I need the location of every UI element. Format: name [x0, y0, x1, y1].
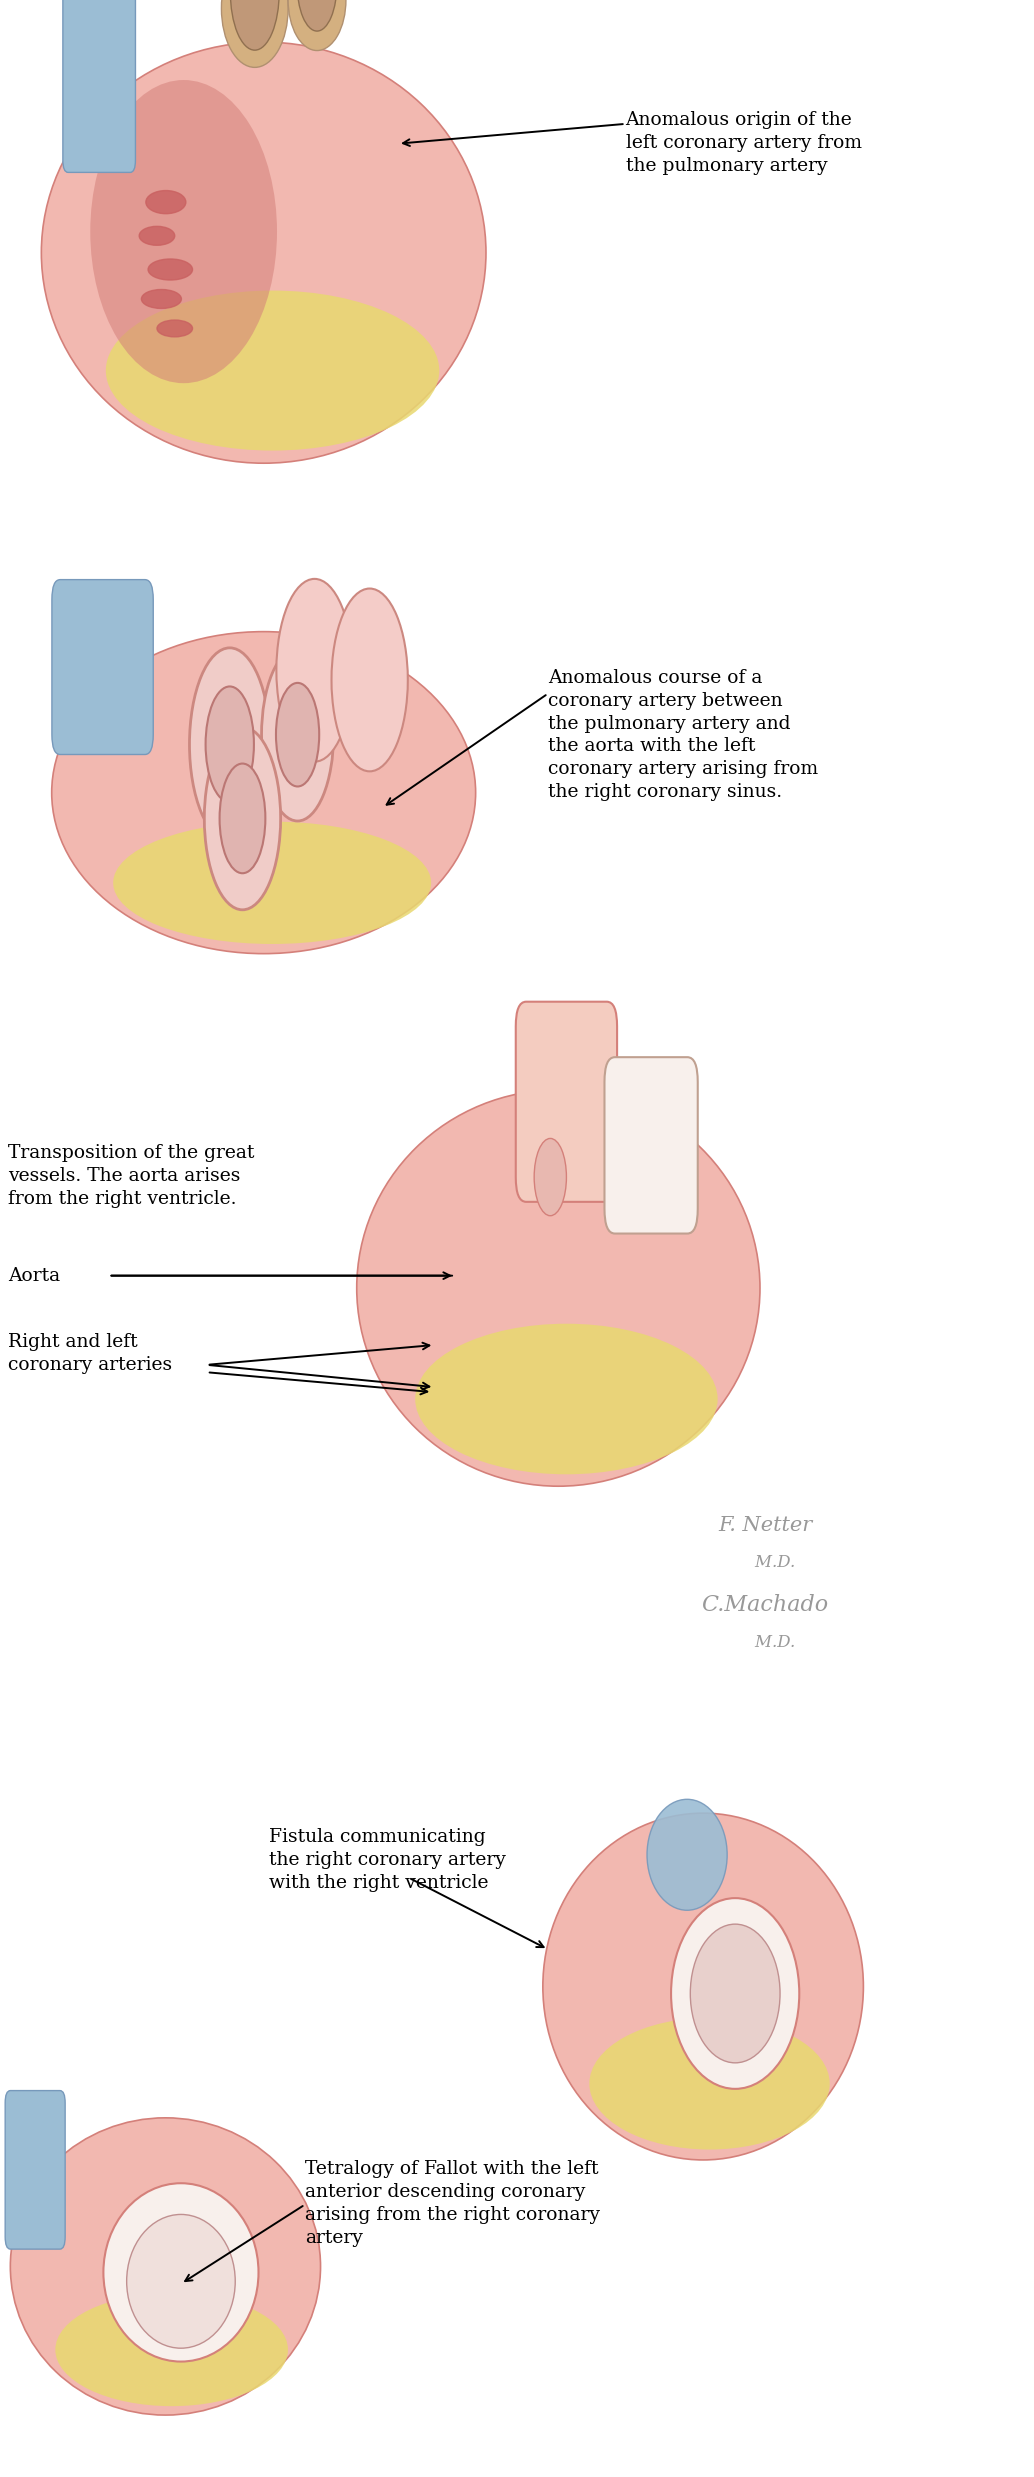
Text: F. Netter: F. Netter: [719, 1516, 813, 1536]
Text: M.D.: M.D.: [734, 1635, 795, 1650]
Text: Tetralogy of Fallot with the left
anterior descending coronary
arising from the : Tetralogy of Fallot with the left anteri…: [305, 2160, 600, 2247]
Text: Transposition of the great
vessels. The aorta arises
from the right ventricle.: Transposition of the great vessels. The …: [8, 1144, 254, 1209]
Circle shape: [219, 763, 266, 874]
Circle shape: [189, 649, 270, 840]
Text: C.Machado: C.Machado: [701, 1595, 828, 1615]
Circle shape: [297, 0, 337, 32]
Ellipse shape: [140, 225, 175, 245]
Ellipse shape: [10, 2118, 321, 2415]
Ellipse shape: [41, 42, 486, 463]
Circle shape: [262, 649, 334, 820]
Text: Aorta: Aorta: [8, 1266, 60, 1286]
FancyBboxPatch shape: [5, 2091, 65, 2249]
Ellipse shape: [105, 290, 439, 451]
Ellipse shape: [90, 79, 277, 384]
Text: M.D.: M.D.: [734, 1556, 795, 1570]
Ellipse shape: [647, 1798, 727, 1910]
Ellipse shape: [113, 822, 431, 944]
Circle shape: [205, 728, 280, 909]
Text: Fistula communicating
the right coronary artery
with the right ventricle: Fistula communicating the right coronary…: [269, 1828, 506, 1892]
Ellipse shape: [157, 320, 192, 337]
Circle shape: [535, 1139, 567, 1216]
FancyBboxPatch shape: [63, 0, 135, 173]
Text: Anomalous origin of the
left coronary artery from
the pulmonary artery: Anomalous origin of the left coronary ar…: [626, 111, 861, 176]
FancyBboxPatch shape: [516, 1001, 617, 1201]
Ellipse shape: [357, 1090, 760, 1486]
Circle shape: [276, 684, 320, 788]
FancyBboxPatch shape: [52, 580, 153, 755]
Text: Right and left
coronary arteries: Right and left coronary arteries: [8, 1333, 173, 1375]
Ellipse shape: [56, 2294, 287, 2405]
Ellipse shape: [148, 260, 192, 280]
Circle shape: [276, 580, 353, 763]
Ellipse shape: [142, 290, 181, 310]
Text: Anomalous course of a
coronary artery between
the pulmonary artery and
the aorta: Anomalous course of a coronary artery be…: [548, 669, 818, 800]
Ellipse shape: [52, 632, 476, 954]
Ellipse shape: [416, 1323, 718, 1474]
Circle shape: [332, 590, 407, 770]
Ellipse shape: [288, 0, 346, 50]
Ellipse shape: [671, 1897, 799, 2088]
FancyBboxPatch shape: [605, 1058, 698, 1234]
Ellipse shape: [103, 2182, 258, 2361]
Ellipse shape: [126, 2214, 236, 2348]
Ellipse shape: [589, 2019, 829, 2150]
Ellipse shape: [146, 191, 186, 213]
Ellipse shape: [543, 1813, 863, 2160]
Circle shape: [231, 0, 279, 50]
Ellipse shape: [221, 0, 288, 67]
Circle shape: [206, 686, 254, 803]
Ellipse shape: [691, 1925, 780, 2063]
